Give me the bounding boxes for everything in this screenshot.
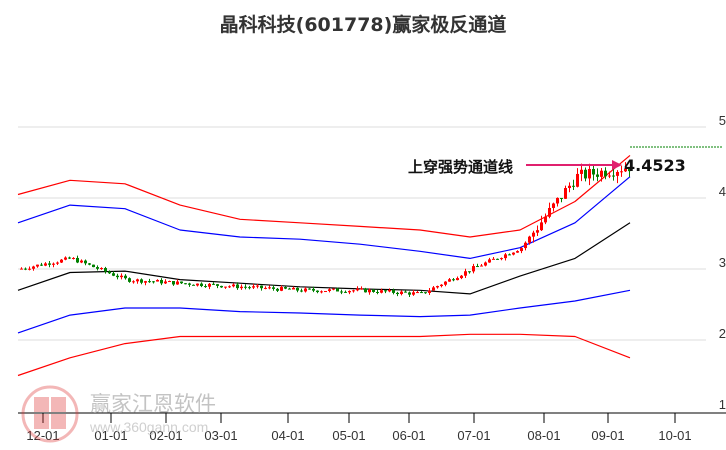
y-tick-1: 1 <box>718 397 726 412</box>
y-tick-2: 2 <box>718 326 726 341</box>
x-tick: 10-01 <box>658 428 692 443</box>
x-tick: 04-01 <box>271 428 305 443</box>
x-tick: 06-01 <box>392 428 426 443</box>
x-tick: 12-01 <box>26 428 60 443</box>
x-tick: 03-01 <box>204 428 238 443</box>
watermark-name: 赢家江恩软件 <box>90 392 216 416</box>
x-tick: 07-01 <box>457 428 491 443</box>
x-tick: 02-01 <box>149 428 183 443</box>
watermark-logo-icon <box>21 385 79 443</box>
y-tick-5: 5 <box>718 113 726 128</box>
y-tick-4: 4 <box>718 184 726 199</box>
watermark-url: www.360gann.com <box>90 419 209 435</box>
x-tick: 09-01 <box>591 428 625 443</box>
x-tick: 01-01 <box>94 428 128 443</box>
annotation-label: 上穿强势通道线 <box>408 158 514 176</box>
x-tick: 08-01 <box>527 428 561 443</box>
x-tick: 05-01 <box>332 428 366 443</box>
chart-title: 晶科科技(601778)赢家极反通道 <box>219 14 507 36</box>
y-tick-3: 3 <box>718 255 726 270</box>
annotation-value: 4.4523 <box>624 156 686 175</box>
